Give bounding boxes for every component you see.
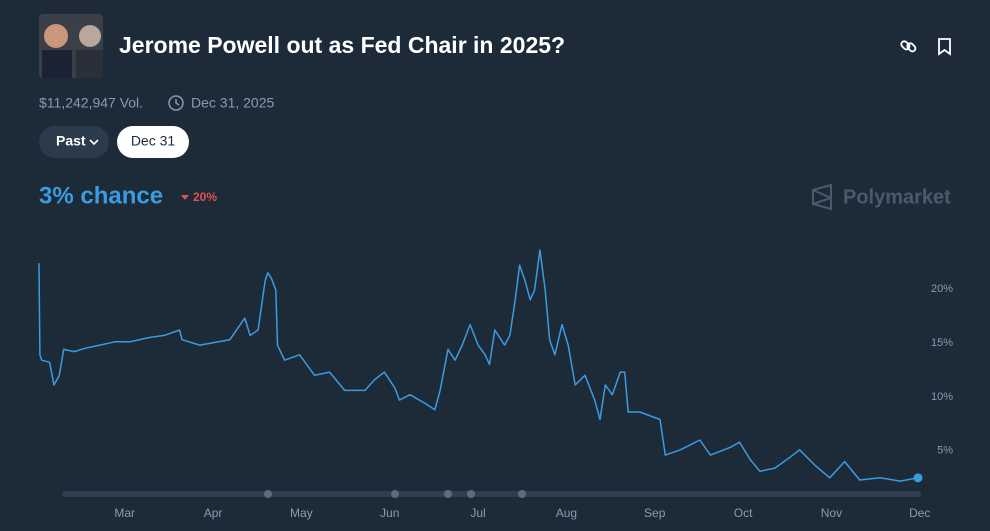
date-label: Dec 31 — [131, 133, 176, 149]
past-label: Past — [56, 133, 86, 149]
x-tick-label: Aug — [556, 506, 577, 520]
x-tick-label: Mar — [114, 506, 135, 520]
x-tick-label: Apr — [204, 506, 223, 520]
title: Jerome Powell out as Fed Chair in 2025? — [119, 32, 565, 58]
y-tick-label: 5% — [937, 445, 953, 457]
x-tick-label: Dec — [909, 506, 930, 520]
market-image — [39, 14, 103, 78]
past-button[interactable] — [39, 126, 109, 158]
slider-dots — [264, 490, 526, 498]
x-tick-label: Sep — [644, 506, 666, 520]
change: 20% — [193, 190, 217, 204]
y-tick-label: 15% — [931, 337, 953, 349]
bookmark-button[interactable] — [938, 38, 951, 56]
x-tick-label: Nov — [821, 506, 842, 520]
price-line — [38, 249, 919, 482]
volume: $11,242,947 Vol. — [39, 95, 143, 111]
y-tick-label: 10% — [931, 391, 953, 403]
clock-icon — [168, 95, 184, 111]
brand: Polymarket — [843, 186, 951, 208]
current-point — [913, 473, 923, 483]
chevron — [89, 139, 99, 146]
x-tick-label: May — [290, 506, 313, 520]
date-button[interactable] — [117, 126, 189, 158]
x-tick-label: Jun — [380, 506, 399, 520]
link-button[interactable] — [900, 40, 917, 53]
end-date: Dec 31, 2025 — [191, 95, 274, 111]
chance: 3% chance — [39, 182, 163, 209]
brand-logo — [812, 183, 832, 211]
x-tick-label: Oct — [734, 506, 753, 520]
clock-hands — [175, 99, 180, 106]
down-arrow — [181, 195, 189, 200]
y-tick-label: 20% — [931, 283, 953, 295]
x-tick-label: Jul — [470, 506, 485, 520]
